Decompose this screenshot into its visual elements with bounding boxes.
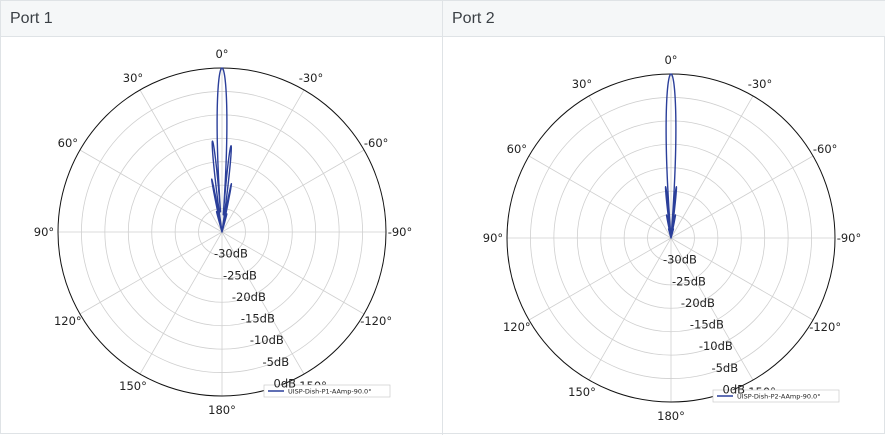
port-1-polar-plot: 0°30°60°90°120°150°180°-150°-120°-90°-60… bbox=[34, 47, 413, 417]
legend-label: UISP-Dish-P2-AAmp-90.0° bbox=[737, 393, 820, 401]
grid-spoke bbox=[139, 231, 223, 375]
grid-spoke bbox=[221, 231, 305, 375]
r-axis-label: -30dB bbox=[214, 247, 248, 261]
angle-label: 180° bbox=[657, 409, 685, 423]
r-axis-label: 0dB bbox=[723, 383, 746, 397]
angle-label: 150° bbox=[119, 379, 147, 393]
port-1-panel: Port 1 0°30°60°90°120°150°180°-150°-120°… bbox=[1, 1, 443, 435]
grid-spoke bbox=[670, 155, 814, 239]
grid-spoke bbox=[588, 237, 672, 381]
r-axis-label: -15dB bbox=[690, 318, 724, 332]
angle-label: -30° bbox=[748, 77, 773, 91]
angle-label: 120° bbox=[54, 314, 82, 328]
angle-label: 30° bbox=[123, 71, 143, 85]
angle-label: -30° bbox=[299, 71, 324, 85]
r-axis-label: -20dB bbox=[232, 290, 266, 304]
r-axis-label: -25dB bbox=[223, 268, 257, 282]
legend-label: UISP-Dish-P1-AAmp-90.0° bbox=[288, 388, 371, 396]
angle-label: -120° bbox=[360, 314, 392, 328]
r-axis-label: -20dB bbox=[681, 296, 715, 310]
port-2-title: Port 2 bbox=[443, 1, 885, 37]
series-line bbox=[210, 67, 233, 233]
angle-label: 90° bbox=[483, 231, 503, 245]
port-2-panel: Port 2 0°30°60°90°120°150°180°-150°-120°… bbox=[443, 1, 885, 435]
angle-label: -90° bbox=[388, 225, 413, 239]
r-axis-label: -5dB bbox=[711, 361, 738, 375]
grid-spoke bbox=[79, 149, 223, 233]
grid-spoke bbox=[588, 95, 672, 239]
angle-label: 120° bbox=[503, 320, 531, 334]
angle-label: 180° bbox=[208, 403, 236, 417]
angle-label: -60° bbox=[813, 142, 838, 156]
grid-spoke bbox=[670, 237, 814, 321]
r-axis-label: -25dB bbox=[672, 274, 706, 288]
angle-label: 30° bbox=[572, 77, 592, 91]
grid-spoke bbox=[528, 237, 672, 321]
r-axis-label: -30dB bbox=[663, 253, 697, 267]
grid-spoke bbox=[79, 231, 223, 315]
angle-label: 0° bbox=[664, 53, 677, 67]
series-line bbox=[664, 73, 678, 239]
angle-label: -60° bbox=[364, 136, 389, 150]
grid-spoke bbox=[670, 95, 754, 239]
grid-spoke bbox=[139, 89, 223, 233]
r-axis-label: -10dB bbox=[699, 339, 733, 353]
r-axis-label: -5dB bbox=[262, 355, 289, 369]
grid-spoke bbox=[221, 231, 365, 315]
angle-label: 60° bbox=[58, 136, 78, 150]
legend-box bbox=[712, 389, 840, 403]
r-axis-label: -10dB bbox=[250, 333, 284, 347]
grid-spoke bbox=[528, 155, 672, 239]
grid-spoke bbox=[221, 89, 305, 233]
r-axis-label: 0dB bbox=[274, 377, 297, 391]
angle-label: -120° bbox=[809, 320, 841, 334]
grid-spoke bbox=[221, 149, 365, 233]
r-axis-label: -15dB bbox=[241, 312, 275, 326]
port-2-polar-plot: 0°30°60°90°120°150°180°-150°-120°-90°-60… bbox=[483, 53, 862, 423]
angle-label: 60° bbox=[507, 142, 527, 156]
legend-box bbox=[263, 384, 391, 398]
angle-label: -90° bbox=[837, 231, 862, 245]
angle-label: 0° bbox=[215, 47, 228, 61]
port-1-title: Port 1 bbox=[1, 1, 442, 37]
angle-label: 150° bbox=[568, 385, 596, 399]
angle-label: 90° bbox=[34, 225, 54, 239]
grid-spoke bbox=[670, 237, 754, 381]
